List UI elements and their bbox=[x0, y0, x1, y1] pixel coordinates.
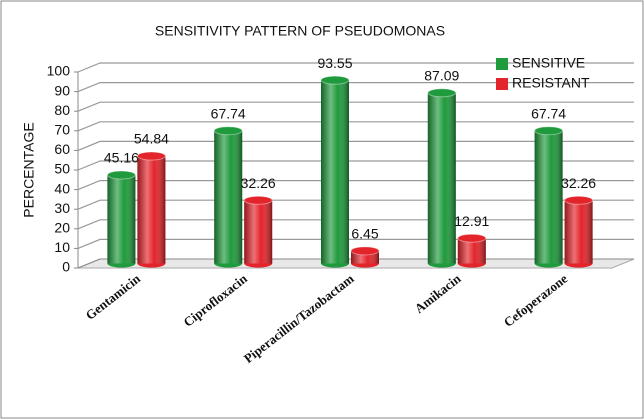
bar-top bbox=[427, 88, 457, 98]
y-tick-label: 0 bbox=[62, 259, 70, 275]
data-label: 32.26 bbox=[561, 175, 596, 191]
grid-line bbox=[77, 81, 634, 93]
bar-top bbox=[350, 246, 380, 256]
bar-top bbox=[243, 195, 273, 205]
data-label: 93.55 bbox=[317, 55, 352, 71]
data-label: 12.91 bbox=[454, 213, 489, 229]
bar-top bbox=[136, 151, 166, 161]
chart-title: SENSITIVITY PATTERN OF PSEUDOMONAS bbox=[155, 23, 445, 39]
legend-label: SENSITIVE bbox=[512, 55, 585, 71]
bar-top bbox=[106, 170, 136, 180]
data-label: 67.74 bbox=[211, 105, 246, 121]
bar-top bbox=[213, 126, 243, 136]
y-tick-label: 20 bbox=[54, 220, 70, 236]
y-tick-label: 50 bbox=[54, 161, 70, 177]
bar-shade bbox=[137, 156, 166, 264]
legend-swatch bbox=[496, 78, 508, 90]
grid-line bbox=[77, 121, 634, 132]
grid-line bbox=[77, 140, 634, 151]
bar-shade bbox=[534, 130, 563, 264]
y-tick-label: 40 bbox=[54, 180, 70, 196]
data-label: 87.09 bbox=[424, 68, 459, 84]
grid-line bbox=[77, 101, 634, 112]
data-label: 6.45 bbox=[351, 226, 378, 242]
y-axis-label: PERCENTAGE bbox=[21, 122, 37, 217]
bar-shade bbox=[244, 200, 273, 264]
y-tick-label: 60 bbox=[54, 141, 70, 157]
bar-top bbox=[534, 126, 564, 136]
bar-top bbox=[564, 195, 594, 205]
grid-line bbox=[77, 238, 634, 249]
grid-line bbox=[77, 219, 634, 230]
grid-line bbox=[77, 180, 634, 191]
y-tick-label: 70 bbox=[54, 122, 70, 138]
bar-shade bbox=[214, 130, 243, 264]
legend-label: RESISTANT bbox=[512, 75, 590, 91]
data-label: 54.84 bbox=[134, 131, 169, 147]
bar-shade bbox=[564, 200, 593, 264]
data-label: 67.74 bbox=[531, 105, 566, 121]
bar-shade bbox=[457, 238, 486, 264]
y-tick-label: 30 bbox=[54, 200, 70, 216]
grid-line bbox=[77, 258, 634, 269]
y-tick-label: 100 bbox=[47, 63, 71, 79]
data-label: 32.26 bbox=[241, 175, 276, 191]
bar-shade bbox=[107, 174, 136, 264]
grid-line bbox=[77, 62, 634, 73]
grid-line bbox=[77, 160, 634, 171]
bar-shade bbox=[321, 80, 349, 264]
legend-swatch bbox=[496, 58, 508, 70]
data-label: 45.16 bbox=[104, 150, 139, 166]
bar-top bbox=[320, 75, 350, 85]
y-tick-label: 80 bbox=[54, 102, 70, 118]
y-tick-label: 90 bbox=[54, 82, 70, 98]
y-tick-label: 10 bbox=[54, 239, 70, 255]
grid-line bbox=[77, 199, 634, 210]
bar-top bbox=[457, 233, 487, 243]
bar-shade bbox=[427, 92, 456, 264]
